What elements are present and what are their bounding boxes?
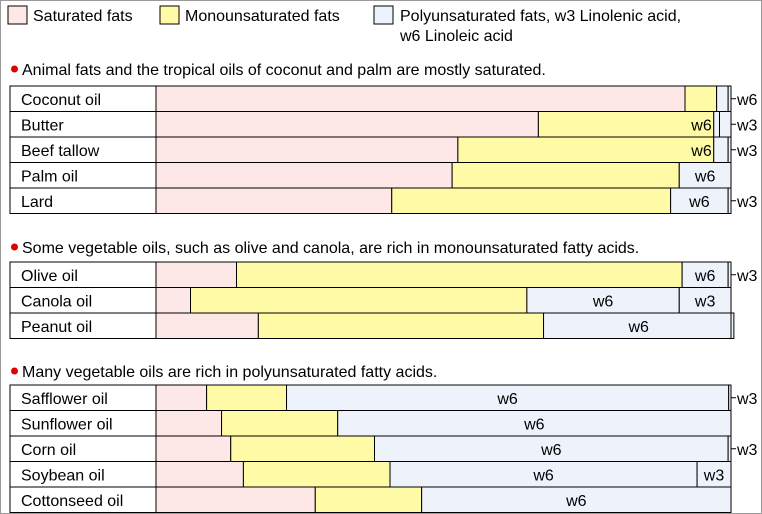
bar-sunflower-oil-saturated bbox=[155, 410, 223, 437]
side-label-butter: w3 bbox=[736, 117, 758, 134]
table-border-0 bbox=[9, 85, 732, 214]
w6-label-lard: w6 bbox=[688, 194, 710, 211]
side-label-safflower-oil: w3 bbox=[736, 391, 758, 408]
bar-soybean-oil-w3 bbox=[696, 461, 732, 488]
w3-label-soybean-oil: w3 bbox=[703, 467, 725, 484]
bar-butter-mono bbox=[537, 111, 715, 138]
bar-coconut-oil-saturated bbox=[155, 85, 686, 112]
w6-label-soybean-oil: w6 bbox=[532, 467, 554, 484]
bar-cottonseed-oil-saturated bbox=[155, 486, 316, 513]
bar-corn-oil-saturated bbox=[155, 435, 232, 462]
row-label-safflower-oil: Safflower oil bbox=[21, 391, 108, 408]
legend-swatch-monounsaturated bbox=[159, 5, 180, 25]
bar-coconut-oil-w6 bbox=[716, 85, 729, 112]
table-border-1 bbox=[9, 261, 732, 339]
bar-beef-tallow-w6 bbox=[713, 136, 729, 163]
bar-soybean-oil-mono bbox=[242, 461, 391, 488]
bar-butter-w3 bbox=[719, 111, 732, 138]
bar-lard-mono bbox=[391, 187, 672, 214]
w6-label-beef-tallow: w6 bbox=[690, 143, 712, 160]
bar-cottonseed-oil-w6 bbox=[421, 486, 732, 513]
bar-butter-saturated bbox=[155, 111, 539, 138]
bar-safflower-oil-w6 bbox=[286, 384, 730, 411]
w6-label-cottonseed-oil: w6 bbox=[565, 493, 587, 510]
bar-safflower-oil-saturated bbox=[155, 384, 208, 411]
bar-palm-oil-saturated bbox=[155, 162, 453, 189]
side-label-coconut-oil: w6 bbox=[736, 92, 758, 109]
bar-olive-oil-mono bbox=[236, 261, 683, 288]
w6-label-olive-oil: w6 bbox=[694, 268, 716, 285]
bar-canola-oil-saturated bbox=[155, 287, 191, 314]
row-label-sunflower-oil: Sunflower oil bbox=[21, 416, 113, 433]
w6-label-peanut-oil: w6 bbox=[627, 319, 649, 336]
w6-label-palm-oil: w6 bbox=[694, 168, 716, 185]
bar-lard-saturated bbox=[155, 187, 393, 214]
bar-peanut-oil-mono bbox=[257, 312, 545, 339]
row-label-butter: Butter bbox=[21, 117, 64, 134]
bar-soybean-oil-saturated bbox=[155, 461, 244, 488]
bar-coconut-oil-mono bbox=[684, 85, 718, 112]
bar-corn-oil-w6 bbox=[374, 435, 729, 462]
legend-label-saturated: Saturated fats bbox=[33, 8, 133, 25]
group-bullet-1 bbox=[11, 243, 18, 251]
legend-label-monounsaturated: Monounsaturated fats bbox=[185, 8, 340, 25]
bar-olive-oil-saturated bbox=[155, 261, 237, 288]
row-label-palm-oil: Palm oil bbox=[21, 168, 78, 185]
w6-label-butter: w6 bbox=[690, 117, 712, 134]
row-label-beef-tallow: Beef tallow bbox=[21, 143, 100, 160]
bar-beef-tallow-mono bbox=[457, 136, 715, 163]
bar-butter-w6 bbox=[713, 111, 720, 138]
table-border-2 bbox=[9, 384, 732, 513]
bar-beef-tallow-saturated bbox=[155, 136, 459, 163]
row-label-lard: Lard bbox=[21, 194, 53, 211]
row-label-soybean-oil: Soybean oil bbox=[21, 467, 105, 484]
bar-palm-oil-mono bbox=[451, 162, 680, 189]
bar-cottonseed-oil-mono bbox=[314, 486, 423, 513]
group-heading-0: Animal fats and the tropical oils of coc… bbox=[22, 62, 546, 79]
bar-lard-w6 bbox=[670, 187, 729, 214]
w6-label-sunflower-oil: w6 bbox=[523, 416, 545, 433]
side-label-lard: w3 bbox=[736, 194, 758, 211]
w6-label-safflower-oil: w6 bbox=[496, 391, 518, 408]
side-label-olive-oil: w3 bbox=[736, 268, 758, 285]
group-bullet-2 bbox=[11, 367, 18, 375]
legend-swatch-polyunsaturated bbox=[373, 5, 394, 25]
bar-soybean-oil-w6 bbox=[389, 461, 698, 488]
legend-label-polyunsaturated-line2: w6 Linoleic acid bbox=[399, 28, 513, 45]
group-heading-1: Some vegetable oils, such as olive and c… bbox=[22, 240, 639, 257]
row-label-canola-oil: Canola oil bbox=[21, 293, 92, 310]
row-label-cottonseed-oil: Cottonseed oil bbox=[21, 493, 123, 510]
w6-label-canola-oil: w6 bbox=[592, 293, 614, 310]
row-label-corn-oil: Corn oil bbox=[21, 442, 76, 459]
side-label-corn-oil: w3 bbox=[736, 442, 758, 459]
row-label-coconut-oil: Coconut oil bbox=[21, 92, 101, 109]
legend-label-polyunsaturated: Polyunsaturated fats, w3 Linolenic acid, bbox=[400, 8, 681, 25]
bar-sunflower-oil-mono bbox=[221, 410, 339, 437]
group-heading-2: Many vegetable oils are rich in polyunsa… bbox=[22, 364, 437, 381]
group-bullet-0 bbox=[11, 65, 18, 73]
bar-canola-oil-mono bbox=[190, 287, 528, 314]
w3-label-canola-oil: w3 bbox=[694, 293, 716, 310]
bar-safflower-oil-mono bbox=[206, 384, 288, 411]
w6-label-corn-oil: w6 bbox=[540, 442, 562, 459]
row-label-peanut-oil: Peanut oil bbox=[21, 319, 92, 336]
bar-corn-oil-mono bbox=[230, 435, 375, 462]
row-label-olive-oil: Olive oil bbox=[21, 268, 78, 285]
legend-swatch-saturated bbox=[7, 5, 28, 25]
bar-peanut-oil-saturated bbox=[155, 312, 259, 339]
side-label-beef-tallow: w3 bbox=[736, 143, 758, 160]
